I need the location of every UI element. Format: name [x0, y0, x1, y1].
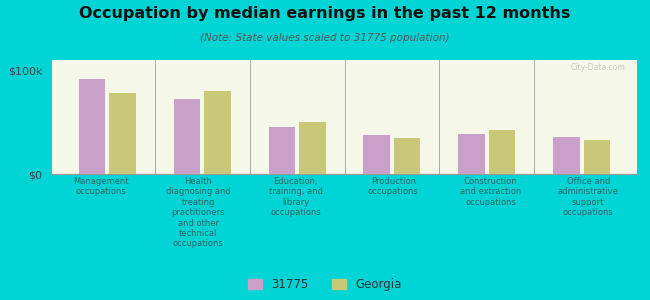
Text: (Note: State values scaled to 31775 population): (Note: State values scaled to 31775 popu… — [200, 33, 450, 43]
Bar — [489, 130, 515, 174]
Text: Production
occupations: Production occupations — [368, 177, 419, 197]
Bar — [394, 138, 421, 174]
Legend: 31775, Georgia: 31775, Georgia — [248, 278, 402, 291]
Bar — [268, 128, 295, 174]
Bar — [584, 140, 610, 174]
Text: Education,
training, and
library
occupations: Education, training, and library occupat… — [269, 177, 322, 217]
Text: Health
diagnosing and
treating
practitioners
and other
technical
occupations: Health diagnosing and treating practitio… — [166, 177, 231, 248]
Text: Occupation by median earnings in the past 12 months: Occupation by median earnings in the pas… — [79, 6, 571, 21]
Text: Management
occupations: Management occupations — [73, 177, 129, 197]
Bar — [204, 91, 231, 174]
Text: Construction
and extraction
occupations: Construction and extraction occupations — [460, 177, 521, 207]
Bar — [458, 134, 485, 174]
Text: City-Data.com: City-Data.com — [571, 63, 625, 72]
Bar — [174, 99, 200, 174]
Bar — [363, 135, 390, 174]
Text: Office and
administrative
support
occupations: Office and administrative support occupa… — [558, 177, 619, 217]
Bar — [299, 122, 326, 174]
Bar — [553, 137, 580, 174]
Bar — [79, 79, 105, 174]
Bar — [109, 93, 136, 174]
